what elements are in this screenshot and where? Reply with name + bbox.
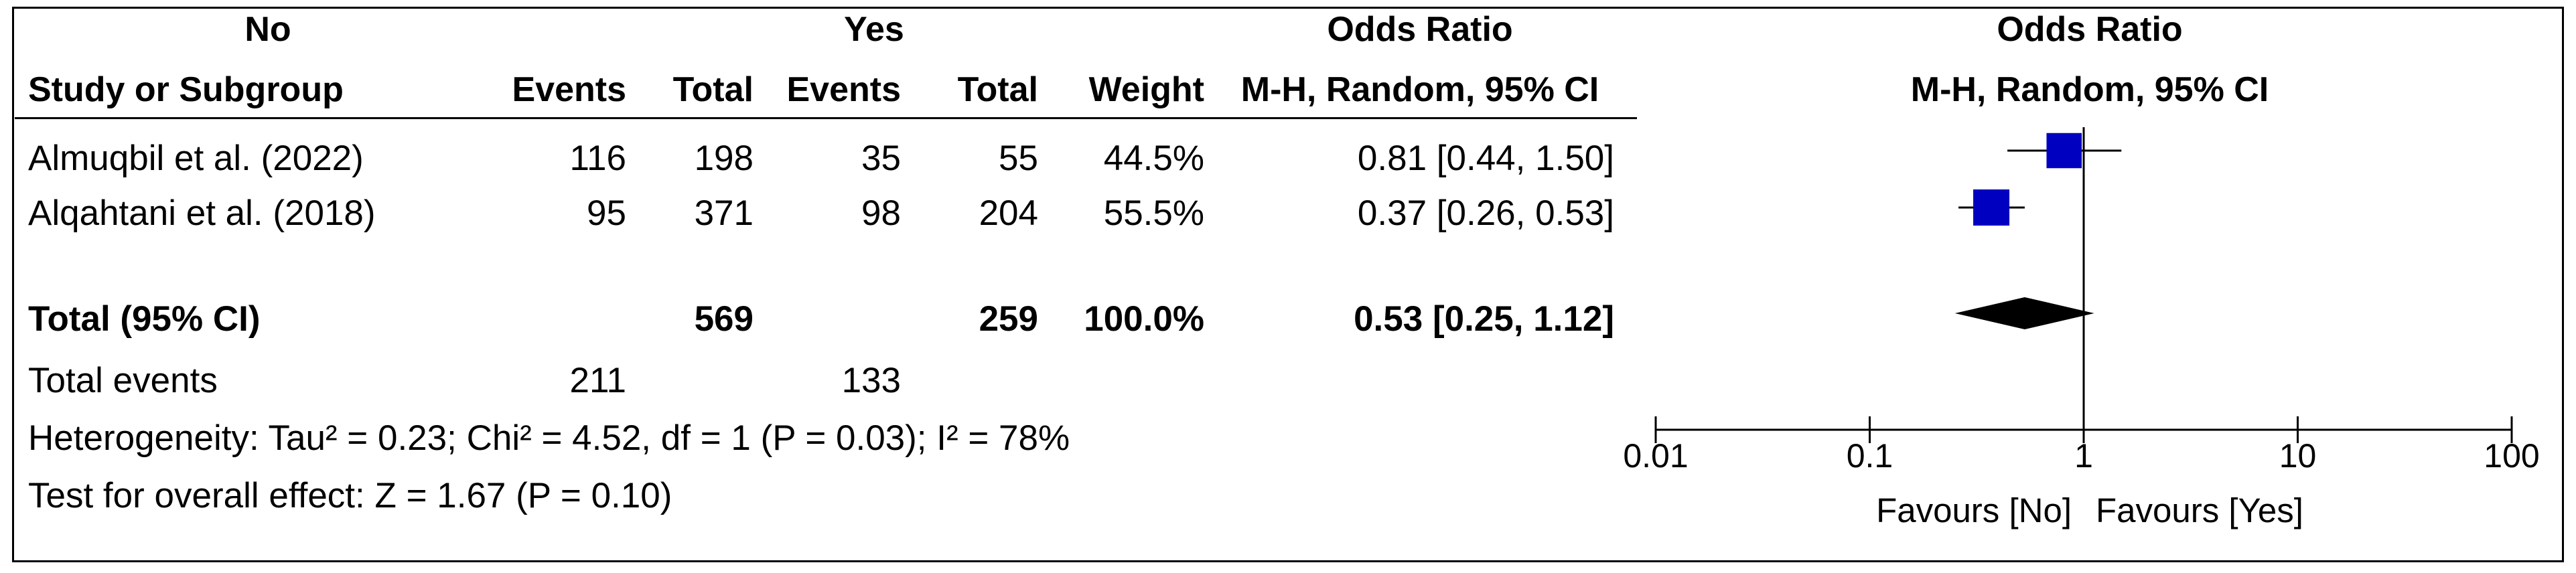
favours-left-label: Favours [No] [1876,491,2072,529]
study-weight: 44.5% [1103,139,1204,178]
plot-title: Odds Ratio [1997,10,2183,49]
total-events-no: 211 [569,361,627,400]
group-yes-header: Yes [844,10,904,49]
x-axis-tick-label: 1 [2074,437,2093,475]
x-axis-tick-label: 10 [2279,437,2317,475]
study-ci-text: 0.37 [0.26, 0.53] [1357,193,1614,233]
study-weight: 55.5% [1103,193,1204,233]
total-no-header: Total [672,70,754,109]
study-marker [1973,189,2010,226]
study-total-yes: 204 [979,193,1038,233]
total-events-label: Total events [28,361,218,400]
study-events-yes: 35 [861,139,901,178]
total-events-yes: 133 [841,361,901,400]
figure-frame [12,7,2564,562]
x-axis-tick-label: 0.1 [1847,437,1893,475]
study-ci-text: 0.81 [0.44, 1.50] [1357,139,1614,178]
total-ci-text: 0.53 [0.25, 1.12] [1354,299,1614,339]
events-no-header: Events [512,70,626,109]
x-axis-tick-label: 100 [2484,437,2539,475]
total-weight: 100.0% [1084,299,1204,339]
total-yes-header: Total [957,70,1038,109]
x-axis-tick-label: 0.01 [1623,437,1688,475]
study-events-yes: 98 [861,193,901,233]
overall-effect-text: Test for overall effect: Z = 1.67 (P = 0… [28,476,672,515]
header-divider [15,117,1637,119]
study-name: Almuqbil et al. (2022) [28,139,364,178]
study-total-no: 371 [694,193,754,233]
study-events-no: 95 [587,193,626,233]
or-method-header: M-H, Random, 95% CI [1240,70,1599,109]
study-total-yes: 55 [999,139,1038,178]
group-no-header: No [244,10,291,49]
plot-method-header: M-H, Random, 95% CI [1910,70,2269,109]
favours-right-label: Favours [Yes] [2096,491,2303,529]
study-name: Alqahtani et al. (2018) [28,193,376,233]
total-yes: 259 [979,299,1038,339]
study-total-no: 198 [694,139,754,178]
or-column-title: Odds Ratio [1327,10,1513,49]
study-marker [2046,133,2082,169]
events-yes-header: Events [786,70,901,109]
total-no: 569 [694,299,754,339]
pooled-diamond [1954,297,2094,329]
total-label: Total (95% CI) [28,299,261,339]
study-events-no: 116 [569,139,627,178]
weight-header: Weight [1088,70,1204,109]
heterogeneity-text: Heterogeneity: Tau² = 0.23; Chi² = 4.52,… [28,418,1070,458]
study-column-header: Study or Subgroup [28,70,344,109]
